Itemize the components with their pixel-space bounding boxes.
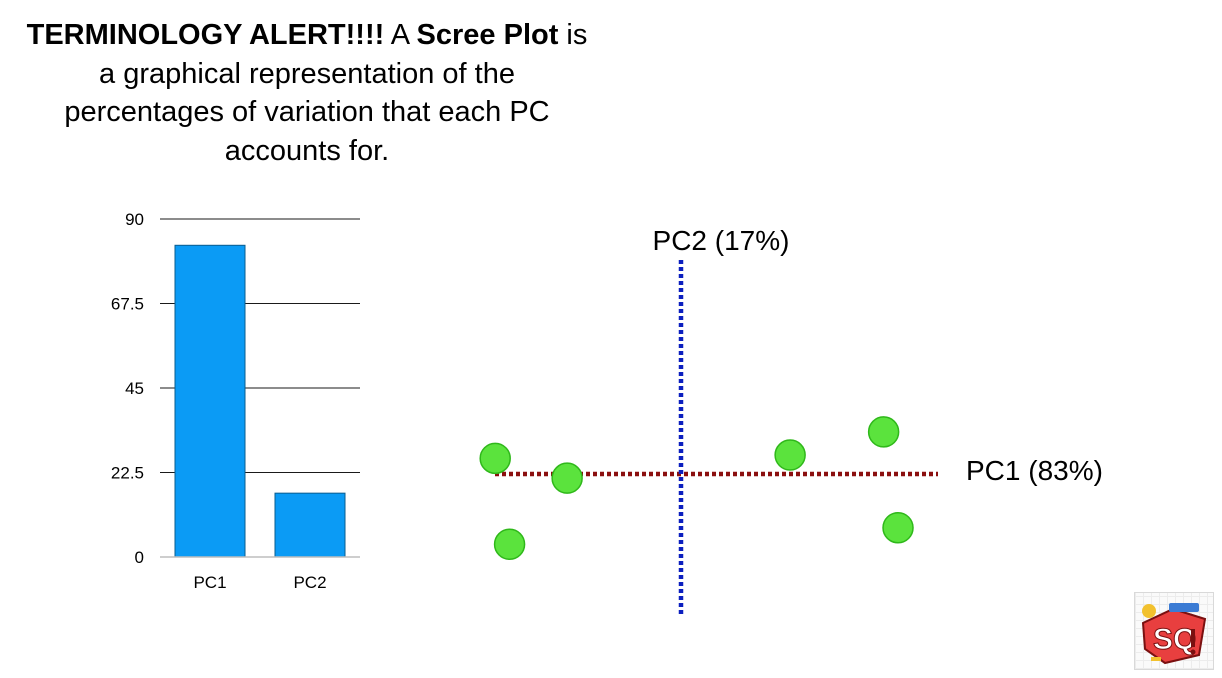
y-tick-label: 90: [125, 210, 144, 229]
headline-definition: is a graphical representation of the per…: [64, 19, 588, 167]
bar-pc2: [274, 492, 346, 558]
y-tick-label: 22.5: [111, 464, 144, 483]
scatter-point: [479, 442, 511, 475]
y-tick-label: 67.5: [111, 295, 144, 314]
x-tick-label: PC1: [193, 573, 226, 592]
svg-text:SQ: SQ: [1153, 623, 1196, 656]
pc2-axis-label: PC2 (17%): [653, 225, 790, 256]
pc1-axis-label: PC1 (83%): [966, 455, 1103, 486]
y-tick-label: 0: [135, 548, 144, 567]
scatter-point: [774, 439, 806, 471]
scatter-point: [551, 462, 583, 494]
y-tick-label: 45: [125, 379, 144, 398]
headline-text-a: A: [384, 19, 417, 51]
logo-badge: SQ: [1134, 592, 1214, 670]
scatter-point: [867, 416, 900, 448]
headline: TERMINOLOGY ALERT!!!! A Scree Plot is a …: [20, 16, 594, 170]
headline-alert: TERMINOLOGY ALERT!!!!: [26, 19, 385, 51]
scatter-point: [493, 528, 526, 561]
x-tick-label: PC2: [293, 573, 326, 592]
scatter-point: [882, 512, 914, 544]
bar-pc1: [174, 244, 246, 558]
headline-term: Scree Plot: [416, 19, 559, 51]
